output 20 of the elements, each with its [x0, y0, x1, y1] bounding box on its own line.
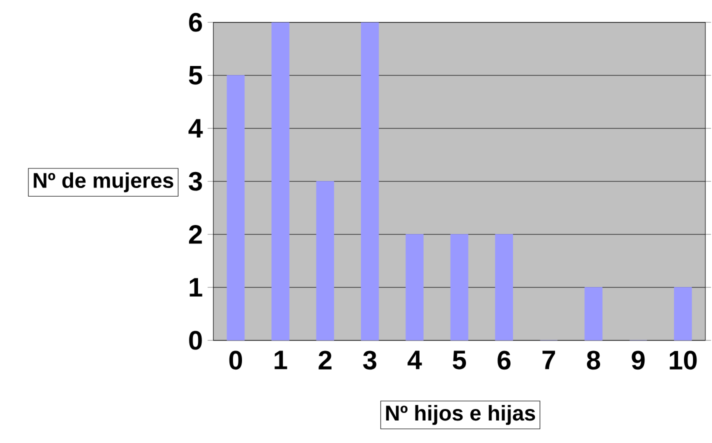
y-tick-label: 0 — [189, 330, 202, 350]
x-tick-label: 8 — [586, 350, 600, 370]
x-tick-label: 6 — [498, 350, 511, 370]
x-tick-label: 4 — [408, 350, 422, 370]
y-tick-label: 3 — [188, 172, 202, 191]
x-tick-label: 7 — [542, 350, 556, 370]
x-tick-label: 3 — [363, 350, 376, 370]
y-tick-label: 1 — [190, 278, 202, 297]
x-tick-label: 9 — [632, 350, 645, 370]
x-tick-label: 1 — [274, 350, 288, 370]
x-tick-label: 10 — [670, 350, 697, 370]
y-tick-label: 2 — [189, 225, 202, 244]
y-tick-label: 5 — [188, 66, 202, 85]
x-tick-label: 2 — [318, 350, 332, 370]
x-tick-label: 5 — [452, 350, 466, 370]
y-axis-title: Nº de mujeres — [34, 172, 174, 192]
x-tick-label: 0 — [229, 350, 242, 370]
y-tick-label: 6 — [189, 12, 202, 32]
y-tick-label: 4 — [188, 119, 203, 138]
x-axis-title: Nº hijos e hijas — [386, 405, 536, 425]
